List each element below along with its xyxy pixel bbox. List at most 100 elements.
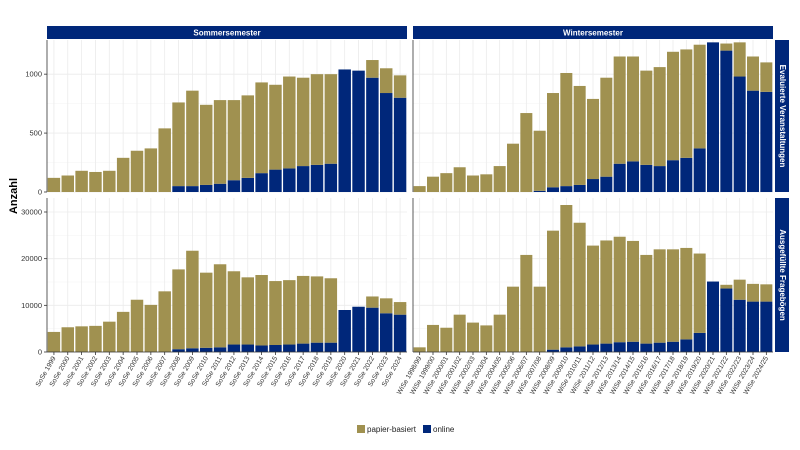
bar-online-wise-2019-20 [693, 148, 706, 192]
bar-paper-sose-2008 [172, 102, 185, 187]
bar-online-sose-2016 [283, 344, 296, 352]
bar-online-sose-2010 [200, 184, 213, 192]
bar-paper-sose-2024 [393, 75, 407, 98]
y-tick-label: 0 [38, 188, 42, 197]
bar-online-wise-2008-09 [547, 349, 559, 352]
bar-paper-sose-2014 [255, 275, 268, 346]
bar-online-sose-2013 [241, 177, 254, 192]
bar-online-wise-2016-17 [653, 166, 666, 192]
bar-paper-wise-2005-06 [507, 286, 519, 352]
facet-strip-ausgef-llte-frageb-gen [775, 198, 789, 352]
bar-paper-wise-1999-00 [427, 324, 439, 352]
bar-paper-wise-2010-11 [573, 85, 586, 185]
bar-online-sose-2016 [283, 168, 296, 192]
bar-paper-sose-2000 [61, 175, 74, 192]
bar-paper-wise-2023-24 [747, 56, 759, 91]
bar-online-sose-2008 [172, 349, 185, 352]
bar-online-sose-2015 [269, 169, 282, 192]
bar-online-wise-2010-11 [573, 346, 586, 352]
bar-online-wise-2011-12 [587, 179, 599, 192]
bar-paper-wise-2007-08 [533, 286, 546, 352]
bar-online-wise-2018-19 [680, 157, 693, 192]
bar-online-sose-2023 [380, 313, 393, 352]
bar-paper-sose-2024 [393, 302, 407, 315]
bar-online-wise-2013-14 [613, 163, 626, 192]
bar-paper-sose-2005 [130, 299, 144, 352]
bar-online-wise-2010-11 [573, 184, 586, 192]
bar-paper-wise-2018-19 [680, 247, 693, 340]
bar-paper-wise-2005-06 [507, 143, 519, 192]
bar-paper-sose-2015 [269, 281, 282, 345]
bar-paper-wise-2011-12 [587, 245, 599, 345]
bar-paper-sose-2013 [241, 95, 254, 178]
bar-paper-wise-2011-12 [587, 98, 599, 180]
bar-online-sose-2008 [172, 186, 185, 192]
bar-online-wise-2023-24 [747, 90, 759, 192]
bar-paper-wise-2008-09 [547, 93, 559, 188]
panel-evaluierte-veranstaltungen-wintersemester [412, 40, 773, 193]
bar-paper-wise-2012-13 [600, 77, 613, 177]
bar-online-sose-2018 [310, 164, 324, 192]
bar-online-sose-2009 [186, 348, 199, 352]
bar-paper-wise-2001-02 [453, 314, 466, 352]
bar-paper-sose-2023 [380, 68, 393, 94]
bar-paper-sose-2002 [89, 325, 102, 352]
bar-paper-wise-2006-07 [520, 113, 533, 192]
bar-online-wise-2023-24 [747, 301, 759, 352]
bar-paper-sose-2015 [269, 84, 282, 170]
bar-online-sose-2019 [324, 163, 338, 192]
bar-paper-sose-2001 [75, 326, 88, 352]
bar-online-wise-2011-12 [587, 344, 599, 352]
bar-paper-sose-2003 [103, 321, 116, 352]
bar-online-sose-2018 [310, 342, 324, 352]
legend: papier-basiert online [357, 425, 455, 434]
facet-label-sommersemester: Sommersemester [193, 29, 260, 38]
bar-online-wise-2024-25 [760, 91, 773, 192]
bar-paper-wise-2016-17 [653, 67, 666, 167]
bar-paper-sose-2007 [158, 128, 171, 192]
bar-paper-wise-2001-02 [453, 167, 466, 192]
bar-online-wise-2013-14 [613, 342, 626, 352]
bar-online-sose-2022 [366, 307, 379, 352]
bar-paper-sose-2012 [227, 271, 241, 345]
bar-online-wise-2019-20 [693, 332, 706, 352]
bar-paper-sose-2010 [200, 104, 213, 185]
bar-paper-sose-2009 [186, 250, 199, 349]
bar-online-sose-2013 [241, 344, 254, 352]
bar-online-wise-2015-16 [640, 343, 653, 352]
bar-online-sose-2009 [186, 186, 199, 192]
bar-paper-wise-2003-04 [480, 325, 493, 352]
bar-paper-sose-2022 [366, 296, 379, 308]
bar-online-wise-2015-16 [640, 164, 653, 192]
bar-paper-wise-2015-16 [640, 70, 653, 165]
legend-key-online [423, 425, 431, 433]
bar-paper-sose-2005 [130, 150, 144, 192]
bar-paper-wise-2018-19 [680, 49, 693, 158]
bar-online-sose-2021 [352, 70, 365, 192]
y-tick-label: 0 [38, 348, 42, 357]
bar-online-wise-2008-09 [547, 187, 559, 192]
bar-online-wise-2009-10 [560, 347, 573, 352]
bar-online-wise-2012-13 [600, 343, 613, 352]
bar-online-sose-2012 [227, 344, 241, 352]
bar-online-wise-2014-15 [627, 341, 639, 352]
bar-online-wise-2021-22 [720, 288, 733, 352]
bar-paper-wise-1999-00 [427, 176, 439, 192]
bar-paper-sose-2010 [200, 272, 213, 348]
bar-paper-sose-2008 [172, 269, 185, 350]
bar-paper-sose-1999 [47, 331, 61, 352]
bar-paper-sose-2012 [227, 100, 241, 181]
bar-online-sose-2019 [324, 342, 338, 352]
bar-online-sose-2014 [255, 173, 268, 192]
bar-online-wise-2007-08 [533, 190, 546, 192]
bar-paper-wise-2006-07 [520, 254, 533, 352]
bar-paper-sose-2003 [103, 170, 116, 192]
bar-paper-wise-2007-08 [533, 130, 546, 191]
bar-online-sose-2022 [366, 77, 379, 192]
bar-online-wise-2017-18 [667, 160, 679, 192]
bar-online-wise-2020-21 [707, 42, 719, 192]
facet-label-wintersemester: Wintersemester [563, 29, 623, 38]
bar-paper-sose-2001 [75, 170, 88, 192]
